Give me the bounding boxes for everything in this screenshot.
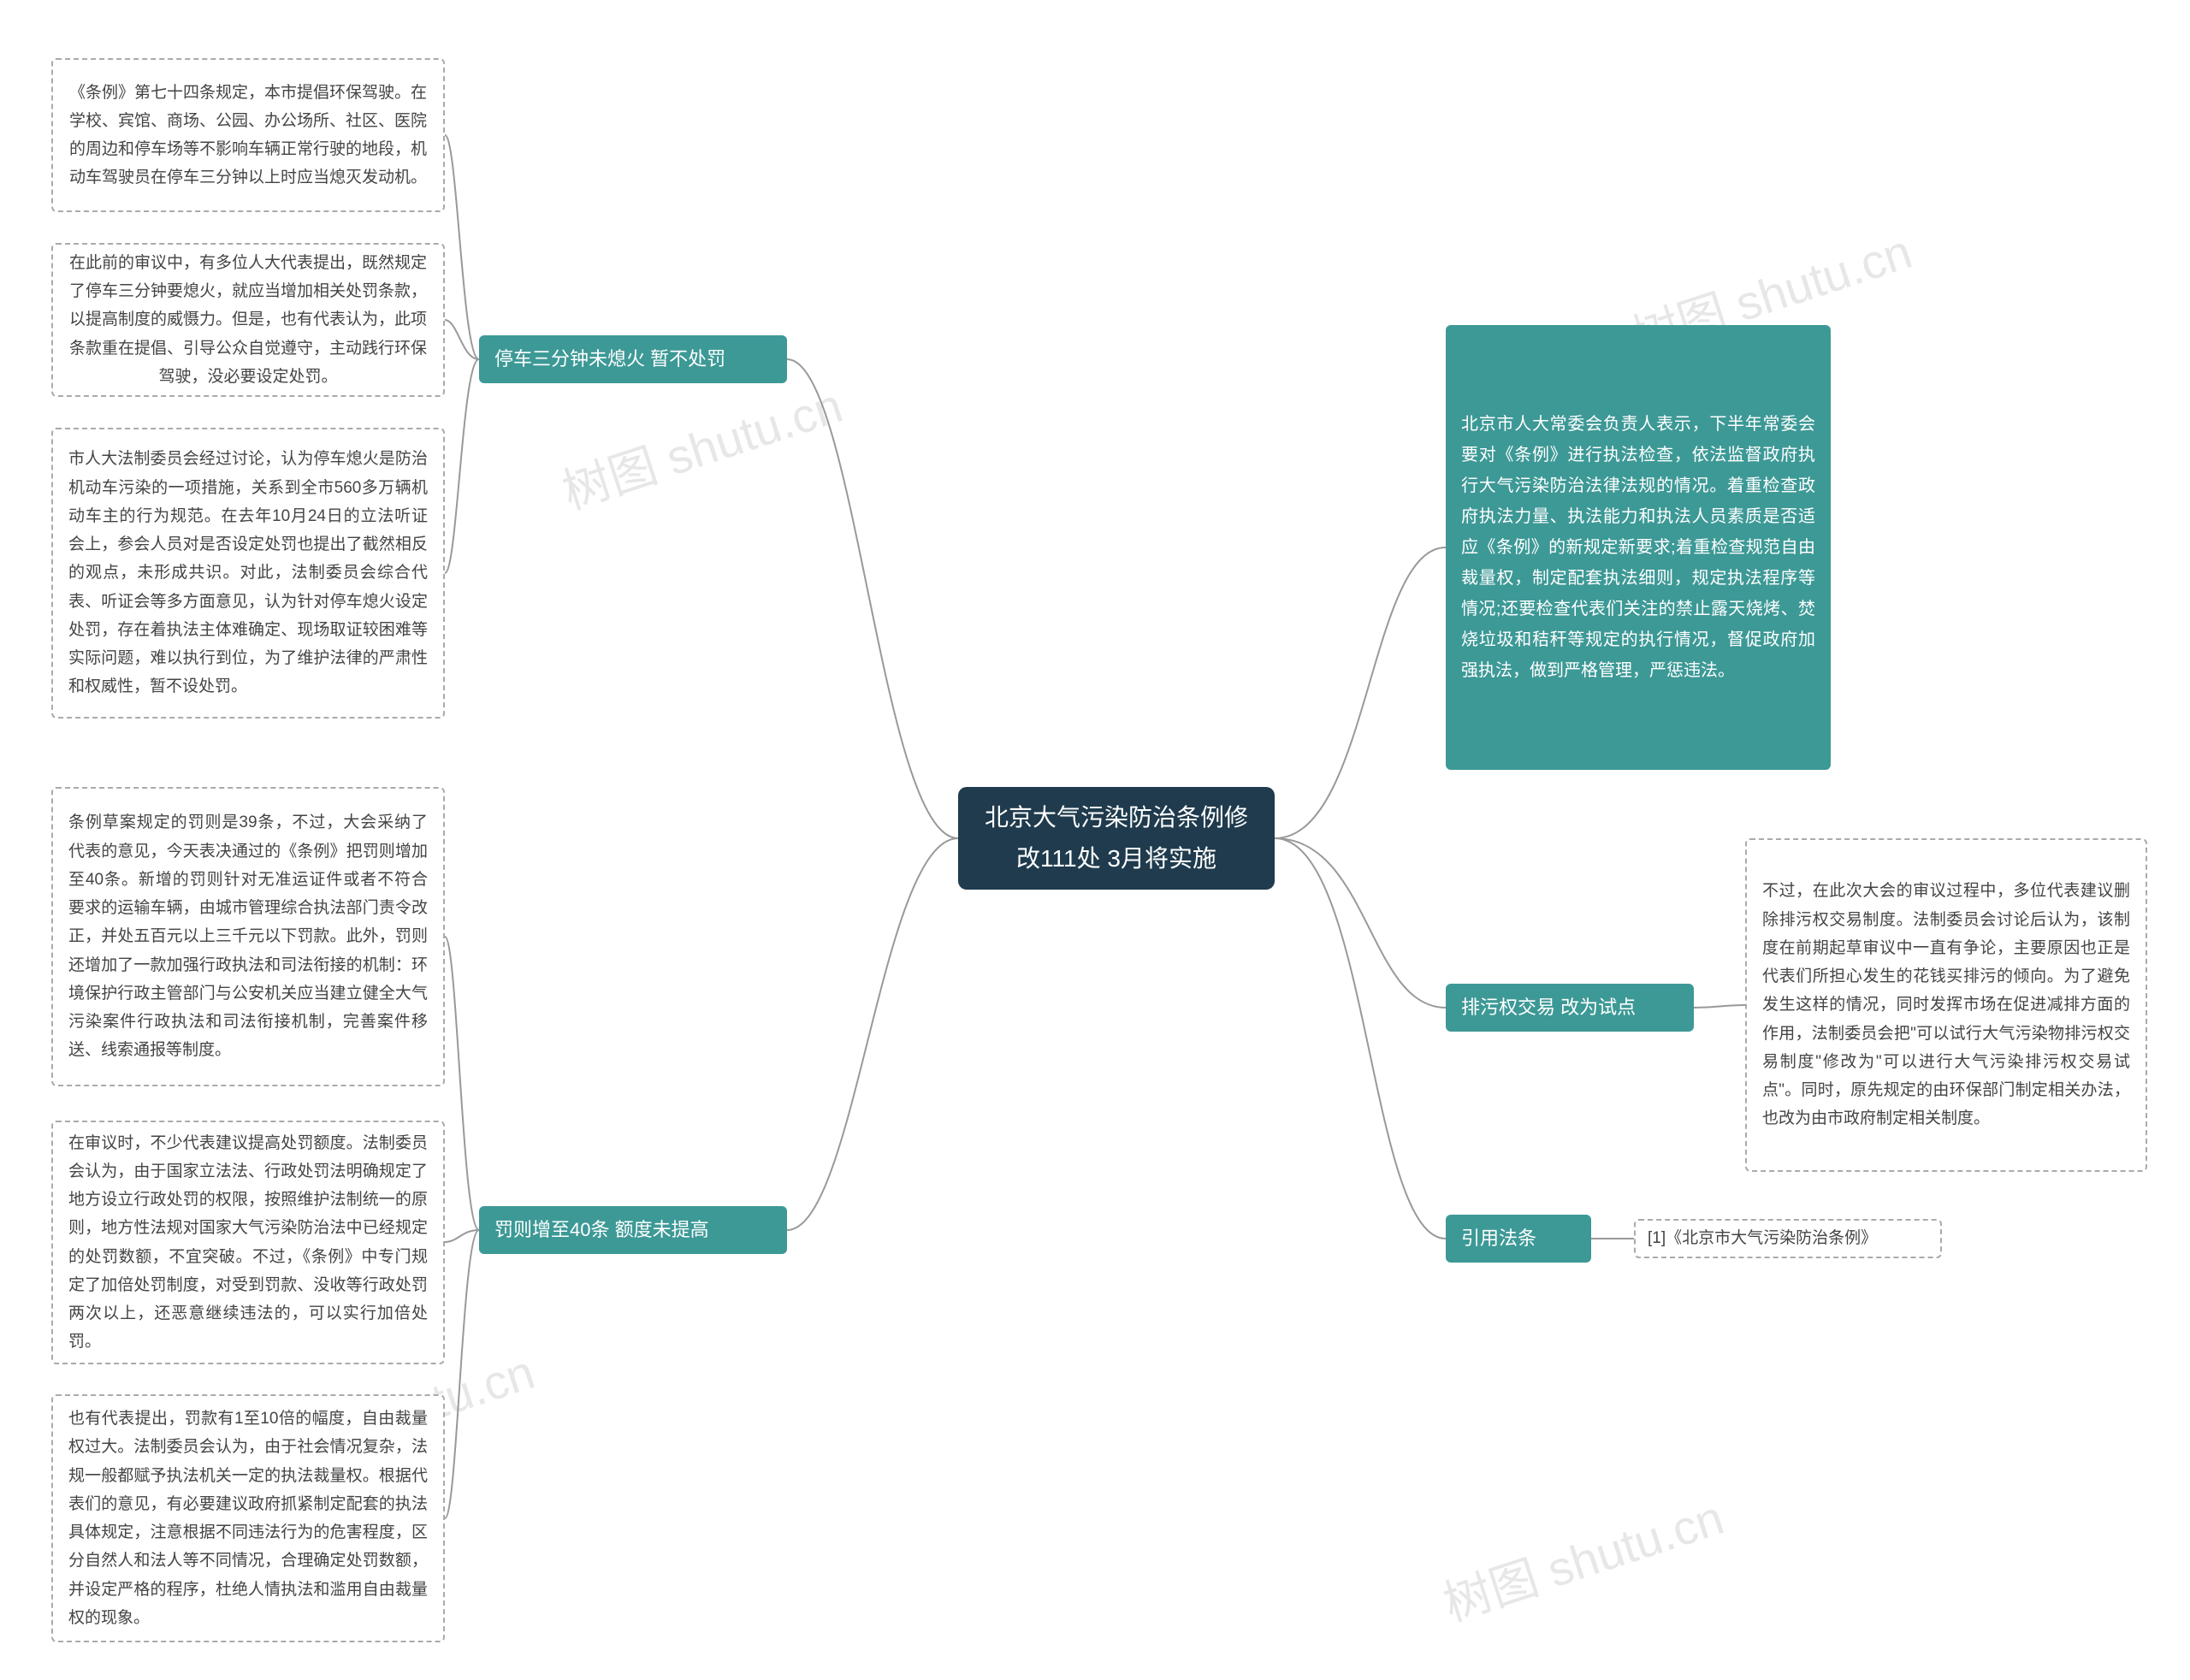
leaf-node: 在此前的审议中，有多位人大代表提出，既然规定了停车三分钟要熄火，就应当增加相关处… xyxy=(51,243,445,397)
edge xyxy=(787,838,958,1230)
branch-parking-idle[interactable]: 停车三分钟未熄火 暂不处罚 xyxy=(479,335,787,383)
edge xyxy=(1694,1005,1745,1008)
edge xyxy=(445,937,479,1230)
branch-cited-law[interactable]: 引用法条 xyxy=(1446,1215,1591,1263)
edge xyxy=(445,359,479,573)
leaf-node: 也有代表提出，罚款有1至10倍的幅度，自由裁量权过大。法制委员会认为，由于社会情… xyxy=(51,1394,445,1642)
leaf-node: [1]《北京市大气污染防治条例》 xyxy=(1634,1219,1942,1258)
edge xyxy=(1275,547,1446,838)
leaf-node: 条例草案规定的罚则是39条，不过，大会采纳了代表的意见，今天表决通过的《条例》把… xyxy=(51,787,445,1086)
leaf-node: 市人大法制委员会经过讨论，认为停车熄火是防治机动车污染的一项措施，关系到全市56… xyxy=(51,428,445,719)
edge xyxy=(445,1230,479,1518)
watermark: 树图 shutu.cn xyxy=(1434,1480,1731,1636)
leaf-node: 不过，在此次大会的审议过程中，多位代表建议删除排污权交易制度。法制委员会讨论后认… xyxy=(1745,838,2147,1172)
edge xyxy=(787,359,958,838)
branch-penalty-40[interactable]: 罚则增至40条 额度未提高 xyxy=(479,1206,787,1254)
branch-enforcement-summary[interactable]: 北京市人大常委会负责人表示，下半年常委会要对《条例》进行执法检查，依法监督政府执… xyxy=(1446,325,1831,770)
watermark: 树图 shutu.cn xyxy=(553,368,850,524)
branch-emission-trading[interactable]: 排污权交易 改为试点 xyxy=(1446,984,1694,1032)
root-node[interactable]: 北京大气污染防治条例修改111处 3月将实施 xyxy=(958,787,1275,890)
edge xyxy=(445,135,479,359)
edge xyxy=(1275,838,1446,1008)
leaf-node: 《条例》第七十四条规定，本市提倡环保驾驶。在学校、宾馆、商场、公园、办公场所、社… xyxy=(51,58,445,212)
edge xyxy=(1275,838,1446,1239)
leaf-node: 在审议时，不少代表建议提高处罚额度。法制委员会认为，由于国家立法法、行政处罚法明… xyxy=(51,1121,445,1364)
edge xyxy=(445,320,479,359)
mindmap-canvas: 树图 shutu.cn 树图 shutu.cn 树图 shutu.cn 树图 s… xyxy=(0,0,2190,1680)
edge xyxy=(445,1230,479,1242)
